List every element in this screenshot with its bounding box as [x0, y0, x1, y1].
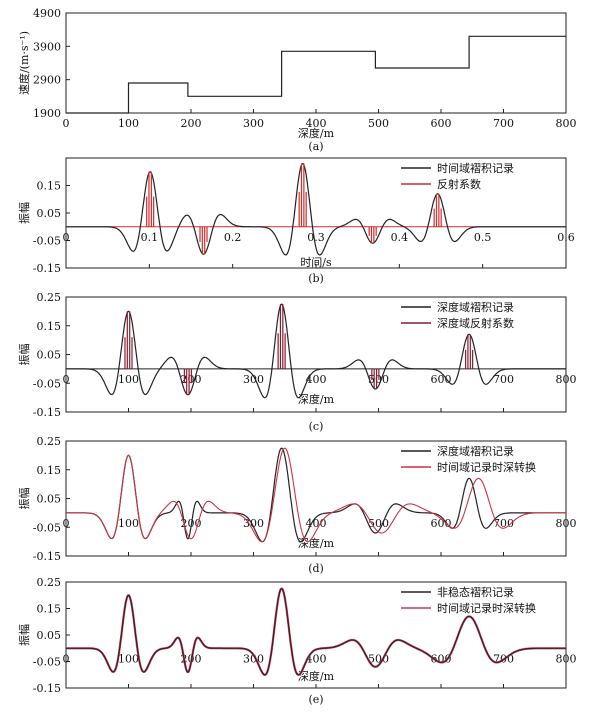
- x-tick-label: 400: [306, 652, 327, 665]
- velocity-line: [66, 35, 566, 114]
- x-tick-label: 400: [306, 373, 327, 386]
- x-tick-label: 800: [556, 373, 577, 386]
- x-tick-label: 200: [181, 117, 202, 130]
- series-nonstationary-convolution: [66, 588, 566, 676]
- x-tick-label: 700: [493, 517, 514, 530]
- y-tick-label: -0.05: [33, 521, 61, 534]
- x-tick-label: 600: [431, 117, 452, 130]
- x-tick-label: 600: [431, 373, 452, 386]
- y-tick-label: -0.05: [33, 235, 61, 248]
- x-tick-label: 400: [306, 517, 327, 530]
- y-tick-label: 0.25: [37, 291, 62, 304]
- x-tick-label: 300: [243, 652, 264, 665]
- x-tick-label: 0.3: [307, 231, 325, 244]
- x-tick-label: 300: [243, 373, 264, 386]
- y-tick-label: 4900: [33, 7, 61, 20]
- y-tick-label: -0.05: [33, 377, 61, 390]
- panel-caption: (a): [308, 140, 323, 153]
- x-tick-label: 0: [63, 517, 70, 530]
- x-tick-label: 400: [306, 117, 327, 130]
- x-tick-label: 0: [63, 231, 70, 244]
- y-tick-label: -0.15: [33, 550, 61, 563]
- x-axis-label: 深度/m: [298, 536, 335, 550]
- y-tick-label: 1900: [33, 107, 61, 120]
- x-tick-label: 100: [118, 517, 139, 530]
- y-tick-label: 0.15: [37, 603, 62, 616]
- legend-label: 深度域褶积记录: [437, 444, 514, 458]
- y-tick-label: -0.15: [33, 406, 61, 419]
- plot-frame-a: [65, 12, 567, 114]
- panel-caption: (c): [309, 420, 324, 433]
- y-axis-label: 速度/(m·s⁻¹): [17, 31, 31, 95]
- y-tick-label: 0.15: [37, 320, 62, 333]
- x-tick-label: 0.5: [474, 231, 492, 244]
- y-tick-label: 0.05: [37, 493, 62, 506]
- x-tick-label: 100: [118, 117, 139, 130]
- x-tick-label: 100: [118, 652, 139, 665]
- y-axis-label: 振幅: [17, 202, 31, 224]
- series-depth-convolution: [66, 303, 566, 399]
- legend-label: 反射系数: [437, 177, 481, 191]
- y-tick-label: -0.05: [33, 656, 61, 669]
- y-tick-label: 0.25: [37, 435, 62, 448]
- x-tick-label: 800: [556, 117, 577, 130]
- y-tick-label: 0.05: [37, 629, 62, 642]
- panel-caption: (b): [308, 272, 324, 285]
- y-tick-label: -0.15: [33, 262, 61, 275]
- x-axis-label: 深度/m: [298, 126, 335, 140]
- y-tick-label: 0.05: [37, 349, 62, 362]
- x-tick-label: 300: [243, 117, 264, 130]
- x-tick-label: 600: [431, 517, 452, 530]
- x-tick-label: 100: [118, 373, 139, 386]
- x-tick-label: 700: [493, 117, 514, 130]
- y-tick-label: 0.25: [37, 576, 62, 589]
- legend-label: 时间域记录时深转换: [437, 601, 536, 615]
- x-tick-label: 0.1: [141, 231, 159, 244]
- legend-label: 时间域记录时深转换: [437, 460, 536, 474]
- y-axis-label: 振幅: [17, 488, 31, 510]
- y-axis-label: 振幅: [17, 344, 31, 366]
- y-tick-label: 3900: [33, 40, 61, 53]
- y-tick-label: 0.15: [37, 180, 62, 193]
- x-tick-label: 0: [63, 117, 70, 130]
- panel-caption: (e): [308, 693, 323, 706]
- x-axis-label: 深度/m: [298, 669, 335, 683]
- x-axis-label: 深度/m: [298, 392, 335, 406]
- x-tick-label: 500: [368, 117, 389, 130]
- x-tick-label: 0.6: [557, 231, 575, 244]
- series-time-to-depth: [66, 447, 566, 543]
- legend-label: 非稳态褶积记录: [437, 585, 514, 599]
- x-tick-label: 800: [556, 652, 577, 665]
- y-tick-label: 0.15: [37, 464, 62, 477]
- y-tick-label: 0.05: [37, 207, 62, 220]
- x-tick-label: 0.4: [391, 231, 409, 244]
- x-tick-label: 0: [63, 373, 70, 386]
- legend-label: 时间域褶积记录: [437, 161, 514, 175]
- panel-caption: (d): [308, 562, 324, 575]
- x-axis-label: 时间/s: [300, 256, 332, 269]
- y-axis-label: 振幅: [17, 624, 31, 646]
- x-tick-label: 0: [63, 652, 70, 665]
- legend-label: 深度域褶积记录: [437, 300, 514, 314]
- x-tick-label: 600: [431, 652, 452, 665]
- y-tick-label: -0.15: [33, 682, 61, 695]
- x-tick-label: 0.2: [224, 231, 242, 244]
- legend-label: 深度域反射系数: [437, 316, 514, 330]
- x-tick-label: 700: [493, 373, 514, 386]
- y-tick-label: 2900: [33, 74, 61, 87]
- x-tick-label: 800: [556, 517, 577, 530]
- x-tick-label: 300: [243, 517, 264, 530]
